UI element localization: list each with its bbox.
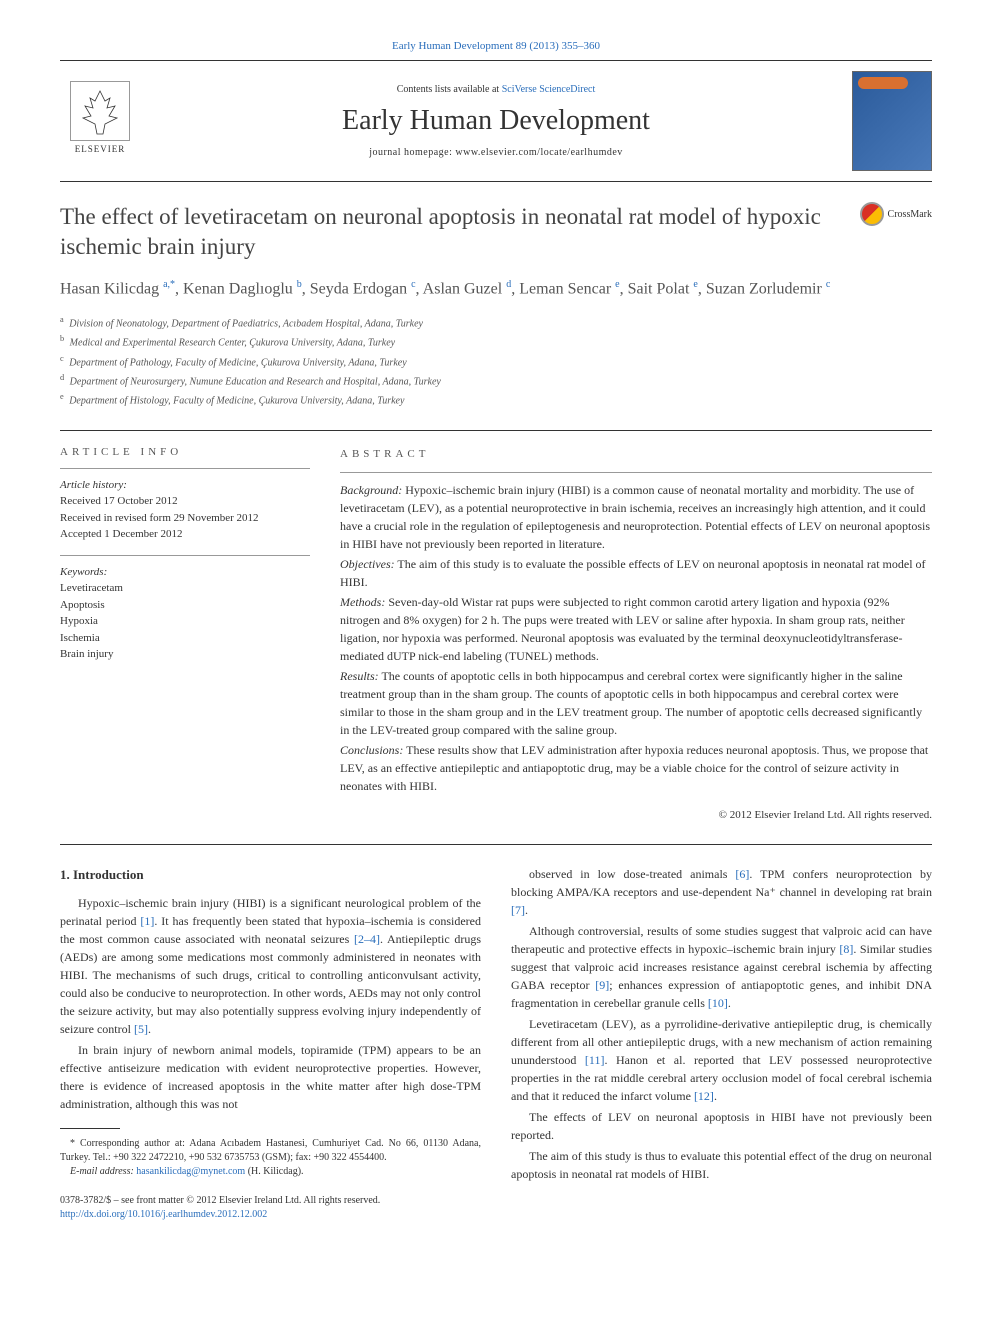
abstract-header: ABSTRACT	[340, 446, 932, 463]
elsevier-tree-icon	[70, 81, 130, 141]
email-footnote: E-mail address: hasankilicdag@mynet.com …	[60, 1165, 481, 1179]
history-label: Article history:	[60, 477, 310, 494]
abstract-paragraph: Results: The counts of apoptotic cells i…	[340, 667, 932, 739]
body-paragraph: The effects of LEV on neuronal apoptosis…	[511, 1108, 932, 1144]
article-title: The effect of levetiracetam on neuronal …	[60, 202, 840, 262]
affiliation-item: d Department of Neurosurgery, Numune Edu…	[60, 371, 932, 390]
column-left: 1. Introduction Hypoxic–ischemic brain i…	[60, 865, 481, 1223]
article-info-header: ARTICLE INFO	[60, 446, 310, 458]
issn-copyright: 0378-3782/$ – see front matter © 2012 El…	[60, 1194, 481, 1222]
footnote-separator	[60, 1128, 120, 1129]
body-paragraph: Although controversial, results of some …	[511, 922, 932, 1012]
affiliation-item: b Medical and Experimental Research Cent…	[60, 332, 932, 351]
divider-line	[60, 430, 932, 431]
abstract-copyright: © 2012 Elsevier Ireland Ltd. All rights …	[340, 807, 932, 824]
abstract-paragraph: Conclusions: These results show that LEV…	[340, 741, 932, 795]
journal-reference[interactable]: Early Human Development 89 (2013) 355–36…	[60, 40, 932, 52]
body-paragraph: In brain injury of newborn animal models…	[60, 1041, 481, 1113]
article-info-sidebar: ARTICLE INFO Article history: Received 1…	[60, 446, 310, 824]
affiliation-item: e Department of Histology, Faculty of Me…	[60, 390, 932, 409]
body-text: 1. Introduction Hypoxic–ischemic brain i…	[60, 865, 932, 1223]
crossmark-icon	[860, 202, 884, 226]
elsevier-logo[interactable]: ELSEVIER	[60, 81, 140, 161]
contents-available: Contents lists available at SciVerse Sci…	[140, 84, 852, 95]
email-link[interactable]: hasankilicdag@mynet.com	[136, 1166, 245, 1177]
corresponding-author-footnote: * Corresponding author at: Adana Acıbade…	[60, 1137, 481, 1165]
body-paragraph: observed in low dose-treated animals [6]…	[511, 865, 932, 919]
keyword-item: Levetiracetam	[60, 580, 310, 597]
abstract-paragraph: Objectives: The aim of this study is to …	[340, 555, 932, 591]
keyword-item: Hypoxia	[60, 613, 310, 630]
abstract-paragraph: Background: Hypoxic–ischemic brain injur…	[340, 481, 932, 553]
elsevier-label: ELSEVIER	[75, 144, 126, 154]
scidirect-link[interactable]: SciVerse ScienceDirect	[502, 84, 596, 95]
history-line: Received in revised form 29 November 201…	[60, 510, 310, 527]
doi-link[interactable]: http://dx.doi.org/10.1016/j.earlhumdev.2…	[60, 1209, 267, 1220]
history-line: Received 17 October 2012	[60, 493, 310, 510]
body-paragraph: Levetiracetam (LEV), as a pyrrolidine-de…	[511, 1015, 932, 1105]
crossmark-badge[interactable]: CrossMark	[860, 202, 932, 226]
history-line: Accepted 1 December 2012	[60, 526, 310, 543]
journal-name: Early Human Development	[140, 105, 852, 137]
keyword-item: Ischemia	[60, 630, 310, 647]
affiliation-item: c Department of Pathology, Faculty of Me…	[60, 352, 932, 371]
journal-homepage: journal homepage: www.elsevier.com/locat…	[140, 147, 852, 158]
author-list: Hasan Kilicdag a,*, Kenan Daglıoglu b, S…	[60, 277, 932, 301]
crossmark-label: CrossMark	[888, 209, 932, 220]
keywords-label: Keywords:	[60, 564, 310, 581]
affiliation-item: a Division of Neonatology, Department of…	[60, 313, 932, 332]
keyword-item: Apoptosis	[60, 597, 310, 614]
intro-heading: 1. Introduction	[60, 865, 481, 885]
column-right: observed in low dose-treated animals [6]…	[511, 865, 932, 1223]
body-paragraph: Hypoxic–ischemic brain injury (HIBI) is …	[60, 894, 481, 1038]
journal-header: ELSEVIER Contents lists available at Sci…	[60, 60, 932, 182]
abstract-section: ABSTRACT Background: Hypoxic–ischemic br…	[340, 446, 932, 824]
body-paragraph: The aim of this study is thus to evaluat…	[511, 1147, 932, 1183]
affiliations-list: a Division of Neonatology, Department of…	[60, 313, 932, 410]
keyword-item: Brain injury	[60, 646, 310, 663]
journal-cover-thumb[interactable]	[852, 71, 932, 171]
abstract-paragraph: Methods: Seven-day-old Wistar rat pups w…	[340, 593, 932, 665]
